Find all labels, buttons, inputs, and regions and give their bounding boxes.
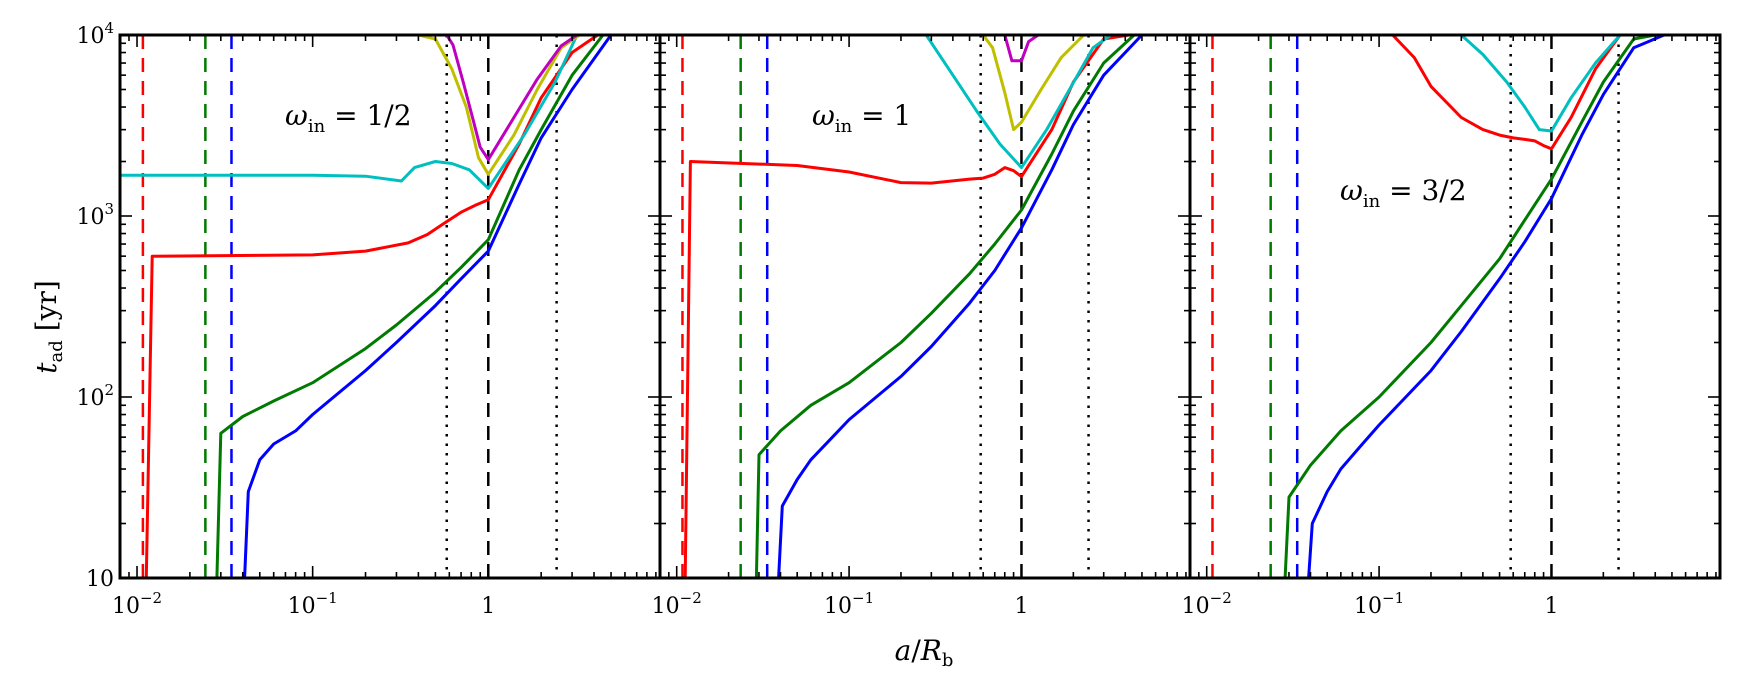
x-tick-label: 10−2	[652, 589, 702, 619]
x-axis-label: a/Rb	[895, 634, 954, 671]
series-green-line	[754, 35, 1136, 578]
series-olive-line	[418, 35, 581, 176]
x-tick-label: 10−1	[824, 589, 874, 619]
x-tick-label: 1	[481, 594, 495, 619]
series-blue-line	[1307, 35, 1665, 578]
series-red-line	[1391, 35, 1622, 151]
y-axis-label: tad [yr]	[30, 280, 67, 373]
series-magenta-line	[445, 35, 578, 162]
panels: 10−2 10−1 1 10 102 103 104 ωin = 1/2 10−2 10−1 1 ωi…	[76, 19, 1722, 619]
series-cyan-line	[1460, 35, 1634, 133]
panel-2: 10−2 10−1 1 ωin = 1	[652, 33, 1192, 619]
series-cyan-line	[924, 35, 1112, 170]
series-blue-line	[243, 35, 613, 578]
x-tick-label: 1	[1544, 594, 1558, 619]
series-olive-line	[981, 35, 1085, 132]
series-magenta-line	[1003, 35, 1040, 63]
y-tick-label: 104	[76, 19, 114, 49]
x-tick-label: 1	[1014, 594, 1028, 619]
plot-area	[120, 35, 613, 578]
axes-frame	[1188, 33, 1722, 580]
panel-1: 10−2 10−1 1 10 102 103 104 ωin = 1/2	[76, 19, 662, 619]
y-tick-label: 102	[76, 381, 114, 411]
plot-area	[681, 35, 1143, 578]
series-red-line	[144, 35, 599, 578]
plot-area	[1211, 35, 1665, 578]
series-cyan-line	[120, 35, 579, 190]
panel-annotation: ωin = 1/2	[285, 99, 412, 137]
panel-3: 10−2 10−1 1 ωin = 3/2	[1182, 33, 1722, 619]
series-green-line	[215, 35, 605, 578]
x-tick-label: 10−1	[288, 589, 338, 619]
x-tick-label: 10−2	[112, 589, 162, 619]
x-tick-label: 10−2	[1182, 589, 1232, 619]
series-blue-line	[777, 35, 1143, 578]
series-green-line	[1283, 35, 1656, 578]
y-tick-label: 10	[86, 567, 114, 592]
x-tick-label: 10−1	[1354, 589, 1404, 619]
series-red-line	[683, 35, 1130, 578]
panel-annotation: ωin = 1	[812, 99, 911, 137]
panel-annotation: ωin = 3/2	[1340, 174, 1467, 212]
y-tick-label: 103	[76, 200, 114, 230]
